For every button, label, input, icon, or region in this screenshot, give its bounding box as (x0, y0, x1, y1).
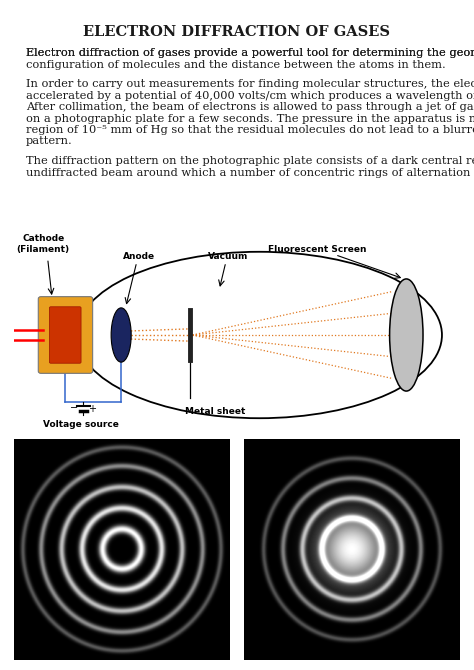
Text: Metal sheet: Metal sheet (184, 407, 245, 416)
Text: After collimation, the beam of electrons is allowed to pass through a jet of gas: After collimation, the beam of electrons… (26, 102, 474, 112)
Text: ELECTRON DIFFRACTION OF GASES: ELECTRON DIFFRACTION OF GASES (83, 25, 391, 39)
FancyBboxPatch shape (49, 307, 81, 363)
Text: −: − (70, 403, 78, 413)
Text: Anode: Anode (123, 252, 155, 261)
Text: Electron diffraction of gases provide a powerful tool for determining the geomet: Electron diffraction of gases provide a … (26, 48, 474, 58)
Text: accelerated by a potential of 40,000 volts/cm which produces a wavelength of abo: accelerated by a potential of 40,000 vol… (26, 90, 474, 101)
Text: Cathode
(Filament): Cathode (Filament) (17, 234, 70, 254)
FancyBboxPatch shape (38, 297, 92, 373)
Text: The diffraction pattern on the photographic plate consists of a dark central reg: The diffraction pattern on the photograp… (26, 156, 474, 166)
Text: Fluorescent Screen: Fluorescent Screen (268, 245, 366, 254)
Text: on a photographic plate for a few seconds. The pressure in the apparatus is main: on a photographic plate for a few second… (26, 113, 474, 123)
Text: pattern.: pattern. (26, 137, 73, 147)
Text: configuration of molecules and the distance between the atoms in them.: configuration of molecules and the dista… (26, 60, 446, 70)
Text: region of 10⁻⁵ mm of Hg so that the residual molecules do not lead to a blurred : region of 10⁻⁵ mm of Hg so that the resi… (26, 125, 474, 135)
Text: Vacuum: Vacuum (208, 252, 248, 261)
Text: Electron diffraction of gases provide a powerful tool for determining the geomet: Electron diffraction of gases provide a … (26, 48, 474, 58)
Text: In order to carry out measurements for finding molecular structures, the electro: In order to carry out measurements for f… (26, 79, 474, 89)
Text: +: + (88, 404, 96, 414)
Text: Voltage source: Voltage source (43, 420, 119, 429)
Ellipse shape (390, 279, 423, 391)
Text: undiffracted beam around which a number of concentric rings of alternation inten: undiffracted beam around which a number … (26, 168, 474, 178)
Ellipse shape (111, 308, 131, 362)
